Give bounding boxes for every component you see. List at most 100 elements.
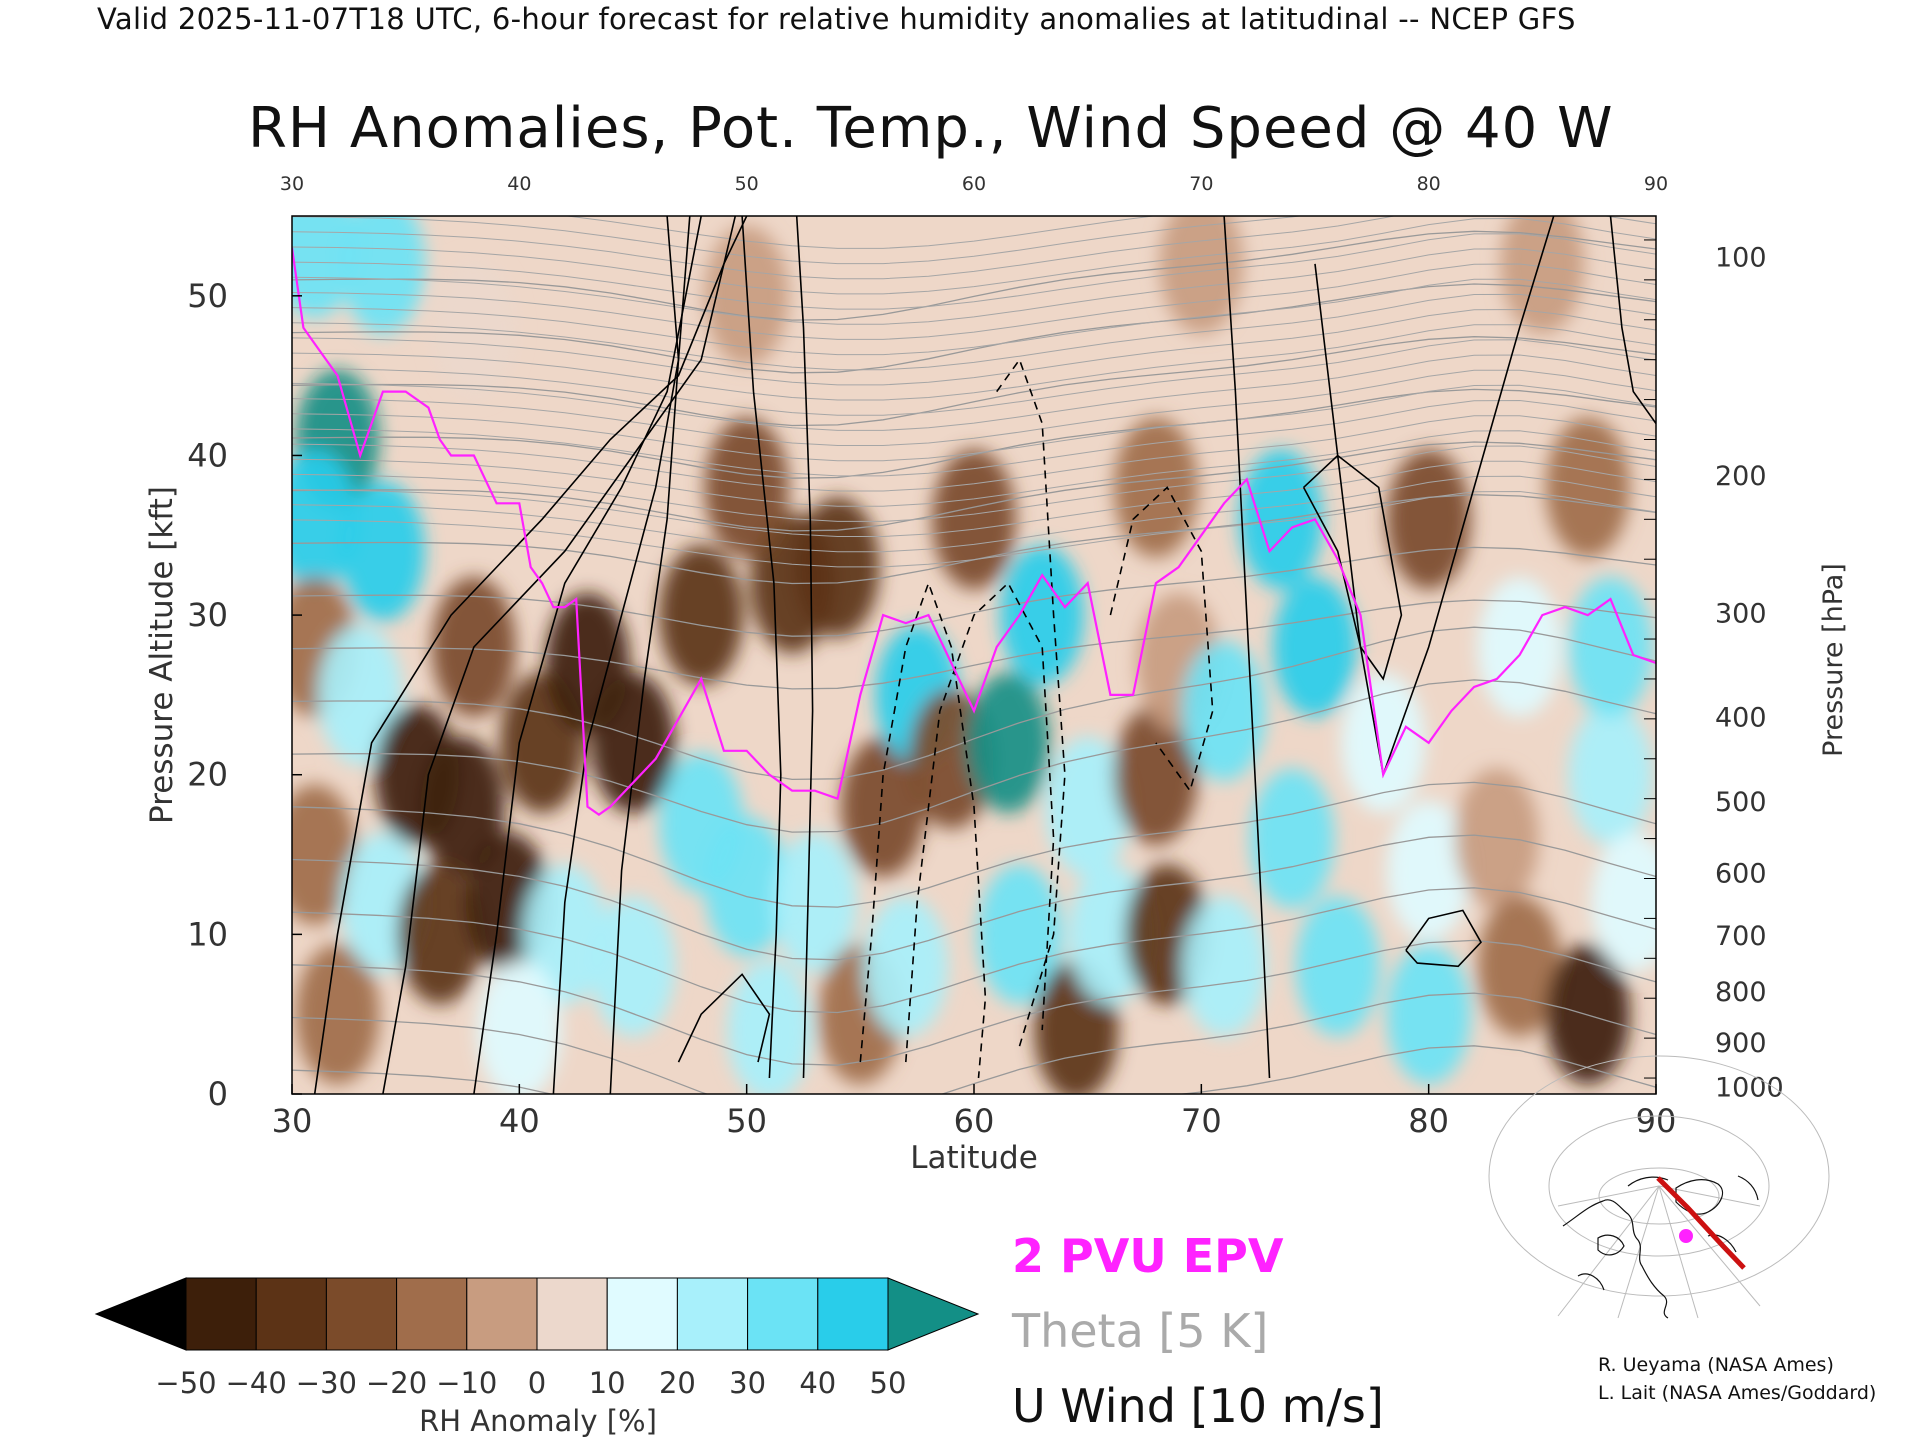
u-wind-contour-1 (382, 216, 737, 1094)
rh-cell-48 (1113, 704, 1198, 845)
rh-cell-44 (1000, 545, 1085, 686)
x-tick-label-50: 50 (726, 1102, 767, 1140)
epv-line (292, 247, 1656, 816)
theta-contour-330 (292, 679, 1656, 833)
y-axis-right: 100 200 300 400 500 600 700 800 900 1000 (1644, 239, 1784, 1104)
theta-contour-upper (292, 339, 1656, 416)
u-wind-contours (313, 216, 1656, 1094)
u-wind-contour-2 (473, 216, 702, 1094)
colorbar-low-arrow (94, 1277, 187, 1351)
rh-cell-23 (1545, 417, 1630, 558)
theta-contour-380 (292, 441, 1656, 532)
theta-contour-upper (292, 369, 1656, 446)
u-wind-contour-8 (905, 581, 1055, 1063)
rh-cell-43 (977, 864, 1062, 1005)
rh-anomaly-field (292, 216, 1656, 1094)
x-top-tick-label-70: 70 (1189, 173, 1213, 195)
valid-time-line: Valid 2025-11-07T18 UTC, 6-hour forecast… (97, 2, 1576, 36)
x-tick-label-40: 40 (499, 1102, 540, 1140)
u-wind-contour-10 (1109, 486, 1214, 793)
rh-cell-62 (1545, 944, 1630, 1085)
theta-contour-upper (292, 475, 1656, 553)
colorbar-segment (396, 1277, 468, 1351)
credit-line-2: L. Lait (NASA Ames/Goddard) (1598, 1382, 1877, 1404)
pressure-tick-label-300: 300 (1715, 598, 1767, 629)
rh-cell-66 (1477, 577, 1562, 718)
theta-contour-290 (292, 939, 1656, 1066)
rh-cell-16 (659, 545, 744, 686)
y-tick-label-40: 40 (187, 436, 228, 474)
theta-contour-upper (292, 248, 1656, 325)
pressure-tick-label-100: 100 (1715, 243, 1767, 274)
x-top-tick-label-60: 60 (962, 173, 986, 195)
y-axis-label-right: Pressure [hPa] (1818, 563, 1849, 757)
theta-contour-upper (292, 216, 1303, 265)
colorbar-segment (325, 1277, 398, 1351)
theta-contour-upper (292, 399, 1656, 477)
colorbar-label: RH Anomaly [%] (419, 1404, 657, 1438)
x-top-tick-label-80: 80 (1417, 173, 1441, 195)
locator-map (1488, 1055, 1830, 1319)
y-axis-label-left: Pressure Altitude [kft] (144, 486, 180, 824)
x-top-tick-label-40: 40 (507, 173, 531, 195)
rh-cell-56 (1295, 896, 1380, 1037)
colorbar-segment (536, 1277, 608, 1351)
theta-contour-upper (292, 445, 1656, 522)
rh-cell-63 (1568, 704, 1653, 845)
theta-contour-420 (292, 230, 1656, 321)
theta-contour-upper (292, 263, 1656, 340)
colorbar-segment (817, 1277, 889, 1351)
rh-cell-31 (591, 896, 675, 1037)
theta-contour-upper (292, 324, 1656, 401)
legend-epv: 2 PVU EPV (1012, 1229, 1284, 1283)
theta-contour-410 (292, 283, 1656, 374)
u-wind-contour-0 (313, 216, 748, 1094)
theta-contour-upper (292, 460, 1656, 537)
y-tick-label-0: 0 (208, 1075, 228, 1113)
x-top-tick-label-50: 50 (735, 173, 759, 195)
y-tick-label-50: 50 (187, 277, 228, 315)
colorbar-tick--40: −40 (226, 1366, 287, 1400)
epv-2pvu-line (292, 247, 1656, 816)
x-top-tick-label-90: 90 (1644, 173, 1668, 195)
pressure-tick-label-900: 900 (1715, 1028, 1767, 1059)
theta-contour-280 (292, 992, 1656, 1094)
u-wind-contour-11 (1223, 216, 1271, 1079)
theta-contour-340 (292, 626, 1656, 781)
pressure-tick-label-200: 200 (1715, 461, 1767, 492)
u-wind-contour-4 (609, 216, 680, 1094)
colorbar-segment (747, 1277, 819, 1351)
credit-line-1: R. Ueyama (NASA Ames) (1598, 1354, 1834, 1376)
rh-cell-34 (704, 816, 789, 957)
u-wind-contour-6 (795, 216, 814, 1079)
theta-contour-310 (292, 834, 1656, 961)
theta-contour-upper (292, 415, 1656, 492)
legend-wind: U Wind [10 m/s] (1012, 1379, 1384, 1433)
theta-contour-upper (292, 490, 1656, 568)
colorbar-segment (466, 1277, 538, 1351)
rh-cell-4 (292, 784, 357, 925)
x-tick-label-90: 90 (1636, 1102, 1677, 1140)
colorbar-segment (676, 1277, 749, 1351)
colorbar-high-arrow (887, 1277, 980, 1351)
theta-contours (292, 216, 1656, 1094)
theta-contour-upper (563, 216, 1157, 249)
rh-cell-45 (1045, 736, 1130, 877)
rh-cell-54 (1273, 577, 1357, 718)
rh-cell-1 (292, 449, 357, 590)
x-axis-label: Latitude (910, 1140, 1038, 1176)
colorbar-tick-30: 30 (729, 1366, 766, 1400)
plot-area (292, 216, 1656, 1094)
theta-contour-320 (292, 781, 1656, 908)
rh-cell-42 (966, 672, 1051, 813)
theta-contour-upper (292, 384, 1656, 462)
rh-cell-55 (1250, 768, 1335, 909)
u-wind-contour-7 (859, 580, 987, 1079)
chart-title: RH Anomalies, Pot. Temp., Wind Speed @ 4… (248, 96, 1614, 161)
x-axis-bottom: 30 40 50 60 70 80 90 (272, 1084, 1677, 1140)
colorbar-tick--50: −50 (155, 1366, 216, 1400)
theta-contour-upper (292, 233, 1656, 310)
colorbar-tick-50: 50 (870, 1366, 907, 1400)
x-tick-label-30: 30 (272, 1102, 313, 1140)
